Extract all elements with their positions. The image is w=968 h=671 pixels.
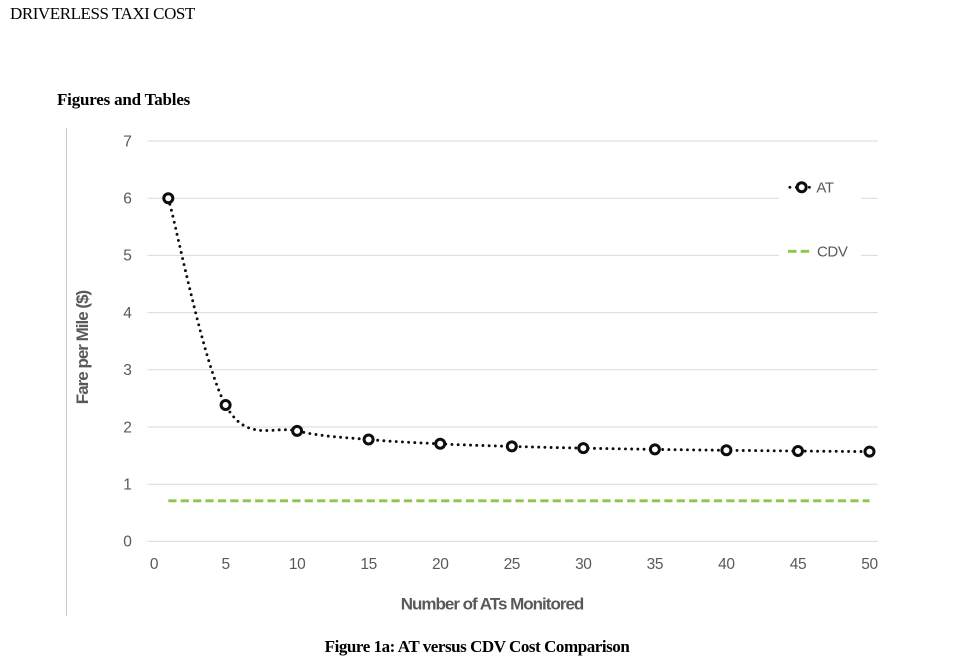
svg-text:30: 30 [575,556,592,573]
svg-text:25: 25 [504,556,520,573]
svg-text:1: 1 [123,477,131,494]
svg-text:AT: AT [816,179,833,196]
svg-text:4: 4 [123,305,132,322]
svg-text:5: 5 [221,556,229,573]
svg-text:20: 20 [432,556,449,573]
svg-text:0: 0 [123,534,132,551]
svg-text:0: 0 [150,556,159,573]
svg-text:5: 5 [123,248,131,265]
svg-text:2: 2 [123,419,131,436]
svg-text:10: 10 [289,556,306,573]
svg-text:CDV: CDV [817,244,848,261]
svg-text:6: 6 [123,191,131,208]
svg-text:50: 50 [861,556,878,573]
svg-text:Number of ATs Monitored: Number of ATs Monitored [401,595,584,614]
svg-text:Fare per Mile ($): Fare per Mile ($) [73,290,92,404]
svg-text:15: 15 [360,556,376,573]
svg-text:7: 7 [123,133,131,150]
svg-text:35: 35 [647,556,663,573]
svg-text:45: 45 [790,556,806,573]
svg-text:40: 40 [718,556,735,573]
svg-text:3: 3 [123,362,131,379]
